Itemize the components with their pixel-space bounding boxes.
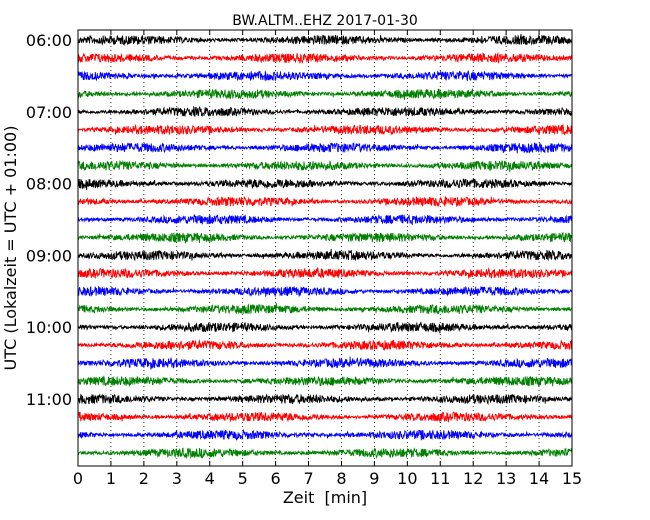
y-tick-label: 08:00	[26, 175, 72, 194]
x-tick-label: 13	[496, 469, 516, 488]
trace-0630	[77, 70, 573, 82]
x-tick-label: 1	[106, 469, 116, 488]
x-tick-label: 5	[238, 469, 248, 488]
y-tick-label: 06:00	[26, 31, 72, 50]
trace-0745	[77, 159, 573, 173]
x-tick-label: 8	[336, 469, 346, 488]
chart-title: BW.ALTM..EHZ 2017-01-30	[232, 13, 418, 29]
x-tick-label: 9	[369, 469, 379, 488]
trace-0845	[77, 231, 573, 244]
x-tick-label: 7	[303, 469, 313, 488]
trace-1045	[77, 375, 573, 387]
trace-0915	[77, 267, 573, 279]
trace-1130	[77, 428, 573, 441]
y-tick-label: 09:00	[26, 246, 72, 265]
trace-0730	[77, 141, 573, 154]
x-axis-ticks: 0 1 2 3 4 5 6 7 8 9 10 11 12 13 14 15	[73, 30, 582, 488]
trace-0715	[77, 123, 573, 136]
x-tick-label: 2	[139, 469, 149, 488]
trace-0615	[77, 51, 573, 65]
x-tick-label: 6	[271, 469, 281, 488]
y-tick-label: 11:00	[26, 390, 72, 409]
trace-group	[77, 34, 573, 460]
trace-0700	[77, 105, 573, 118]
x-tick-label: 4	[205, 469, 215, 488]
x-tick-label: 3	[172, 469, 182, 488]
y-axis-ticks: 06:00 07:00 08:00 09:00 10:00 11:00	[26, 31, 572, 409]
trace-0600	[77, 34, 573, 46]
trace-1145	[77, 447, 573, 460]
trace-0830	[77, 214, 573, 226]
trace-1015	[77, 339, 573, 352]
trace-0815	[77, 195, 573, 208]
trace-1030	[77, 356, 573, 370]
x-tick-label: 10	[397, 469, 417, 488]
trace-1100	[77, 393, 573, 406]
y-tick-label: 07:00	[26, 103, 72, 122]
trace-0900	[77, 249, 573, 262]
trace-0930	[77, 285, 573, 298]
grid-lines	[110, 30, 540, 466]
trace-0945	[77, 303, 573, 315]
trace-0645	[77, 88, 573, 100]
x-tick-label: 0	[73, 469, 83, 488]
x-tick-label: 11	[430, 469, 450, 488]
plot-frame	[77, 29, 573, 467]
x-tick-label: 15	[562, 469, 582, 488]
y-tick-label: 10:00	[26, 318, 72, 337]
x-axis-label: Zeit [min]	[283, 488, 367, 507]
x-tick-label: 14	[529, 469, 549, 488]
trace-1000	[77, 321, 573, 334]
y-axis-label: UTC (Lokalzeit = UTC + 01:00)	[1, 126, 20, 371]
trace-1115	[77, 411, 573, 423]
x-tick-label: 12	[463, 469, 483, 488]
trace-0800	[77, 178, 573, 191]
